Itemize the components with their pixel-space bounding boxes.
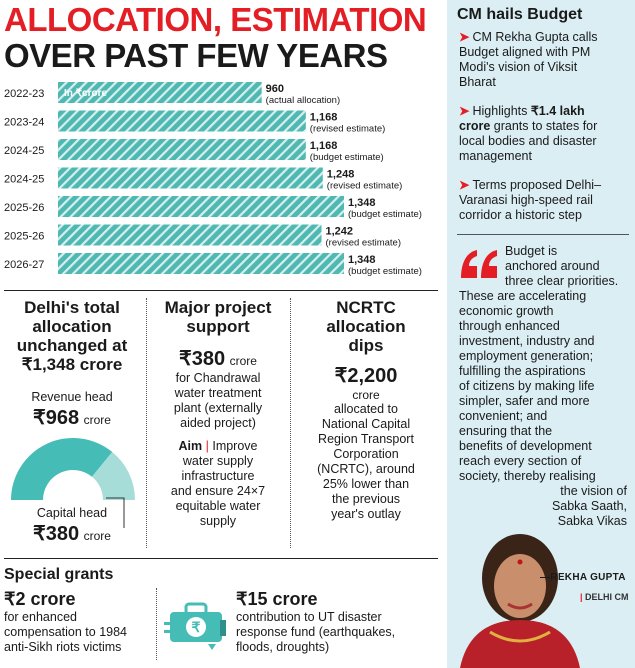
cm-portrait — [460, 534, 580, 668]
bar-value-label: 1,242 — [326, 226, 354, 238]
column-divider — [290, 298, 291, 548]
bar-note-label: (actual allocation) — [266, 95, 340, 106]
bullet-arrow-icon: ➤ — [459, 178, 470, 192]
svg-text:₹: ₹ — [192, 619, 201, 635]
major-project-heading: Major project support — [164, 298, 272, 336]
quote-line: the vision of — [560, 484, 627, 498]
quote-line: society, thereby realising — [459, 469, 596, 483]
section-divider — [4, 290, 438, 291]
capital-head-amount: ₹380 crore — [33, 523, 111, 545]
major-project-amount: ₹380 crore — [179, 348, 257, 370]
major-project-aim: Aim | Improve water supply infrastructur… — [170, 439, 266, 528]
bar-year-label: 2025-26 — [4, 202, 44, 214]
bar-year-label: 2024-25 — [4, 145, 44, 157]
bar-year-label: 2026-27 — [4, 259, 44, 271]
quote-line: Sabka Saath, — [551, 499, 627, 513]
quote-line: reach every section of — [459, 454, 582, 468]
capital-head-label: Capital head — [36, 506, 108, 520]
revenue-head-amount: ₹968 crore — [33, 407, 111, 429]
quote-line: benefits of development — [459, 439, 592, 453]
quote-line: Sabka Vikas — [557, 514, 627, 528]
quote-line: anchored around — [505, 259, 600, 273]
bar-year-label: 2023-24 — [4, 117, 44, 129]
bar-year-label: 2025-26 — [4, 231, 44, 243]
bullet-arrow-icon: ➤ — [459, 30, 470, 44]
capital-head-segment — [91, 451, 135, 500]
ncrtc-unit: crore — [352, 388, 380, 402]
major-project-support: Major project support ₹380 crore for Cha… — [150, 298, 286, 529]
capital-pointer-line — [106, 497, 125, 528]
quote-line: investment, industry and — [459, 334, 595, 348]
disaster-fund-grant: ₹15 crore contribution to UT disaster re… — [236, 589, 396, 654]
chart-unit-label: In ₹crore — [64, 88, 107, 99]
ncrtc-amount: ₹2,200 — [334, 365, 398, 387]
quote-line: fulfilling the aspirations — [459, 364, 586, 378]
bar-value-label: 1,248 — [327, 169, 355, 181]
allocation-bar — [58, 139, 306, 160]
allocation-bar — [58, 82, 262, 103]
bar-note-label: (revised estimate) — [326, 238, 402, 249]
quote-line: of citizens by making life — [459, 379, 595, 393]
special-grants-title: Special grants — [4, 566, 114, 583]
quote-signature-role: | DELHI CM — [580, 592, 629, 602]
revenue-head-segment — [11, 438, 113, 500]
column-divider — [146, 298, 147, 548]
bullet-arrow-icon: ➤ — [459, 104, 470, 118]
bar-note-label: (budget estimate) — [348, 266, 422, 277]
bar-value-label: 960 — [266, 83, 284, 95]
bar-note-label: (revised estimate) — [310, 124, 386, 135]
delhi-total-heading: Delhi's total allocation unchanged at ₹1… — [16, 298, 128, 374]
major-project-description: for Chandrawal water treatment plant (ex… — [173, 371, 263, 430]
riots-compensation-grant: ₹2 crore for enhanced compensation to 19… — [4, 589, 128, 654]
bar-note-label: (budget estimate) — [310, 152, 384, 163]
allocation-bar — [58, 110, 306, 132]
page-title: ALLOCATION, ESTIMATION — [4, 1, 427, 38]
revenue-capital-semicircle-chart — [11, 438, 135, 500]
bar-value-label: 1,168 — [310, 140, 338, 152]
capital-head-block: Capital head ₹380 crore — [2, 506, 142, 546]
cm-panel-title: CM hails Budget — [457, 6, 583, 23]
quote-line: ensuring that the — [459, 424, 553, 438]
bar-value-label: 1,168 — [310, 112, 338, 124]
bar-year-label: 2024-25 — [4, 174, 44, 186]
quote-line: These are accelerating — [459, 289, 587, 303]
quote-line: three clear priorities. — [505, 274, 619, 288]
bar-value-label: 1,348 — [348, 197, 376, 209]
quote-mark-icon — [461, 250, 497, 278]
bar-note-label: (revised estimate) — [327, 181, 403, 192]
allocation-bar — [58, 253, 344, 274]
panel-divider — [457, 234, 629, 235]
quote-line: employment generation; — [459, 349, 594, 363]
delhi-total-allocation: Delhi's total allocation unchanged at ₹1… — [2, 298, 142, 430]
bar-value-label: 1,348 — [348, 254, 376, 266]
bar-note-label: (budget estimate) — [348, 209, 422, 220]
bar-year-label: 2022-23 — [4, 88, 44, 100]
quote-line: through enhanced — [459, 319, 560, 333]
ncrtc-heading: NCRTC allocation dips — [326, 298, 406, 355]
ncrtc-description: allocated to National Capital Region Tra… — [317, 402, 415, 521]
cm-point-1: ➤ CM Rekha Gupta calls Budget aligned wit… — [459, 30, 598, 89]
revenue-head-label: Revenue head — [31, 390, 113, 404]
section-divider — [4, 558, 438, 559]
allocation-bar-chart: 2022-23 In ₹crore 960(actual allocation) 20… — [4, 82, 422, 277]
allocation-bar — [58, 224, 322, 246]
allocation-bar — [58, 196, 344, 217]
cm-point-3: ➤ Terms proposed Delhi– Varanasi high-spe… — [459, 178, 602, 222]
first-aid-kit-icon: ₹ — [164, 602, 226, 650]
quote-line: Budget is — [505, 244, 558, 258]
quote-signature: —REKHA GUPTA — [540, 572, 626, 583]
quote-line: economic growth — [459, 304, 554, 318]
page-subtitle: OVER PAST FEW YEARS — [4, 37, 388, 74]
cm-point-2: ➤ Highlights ₹1.4 lakh crore grants to st… — [459, 104, 598, 163]
column-divider — [156, 588, 157, 660]
quote-line: simpler, safer and more — [459, 394, 590, 408]
ncrtc-allocation: NCRTC allocation dips ₹2,200 crore alloc… — [296, 298, 436, 522]
cm-quote: Budget is anchored around three clear prio… — [459, 244, 627, 529]
allocation-bar — [58, 167, 323, 189]
quote-line: convenient; and — [459, 409, 548, 423]
